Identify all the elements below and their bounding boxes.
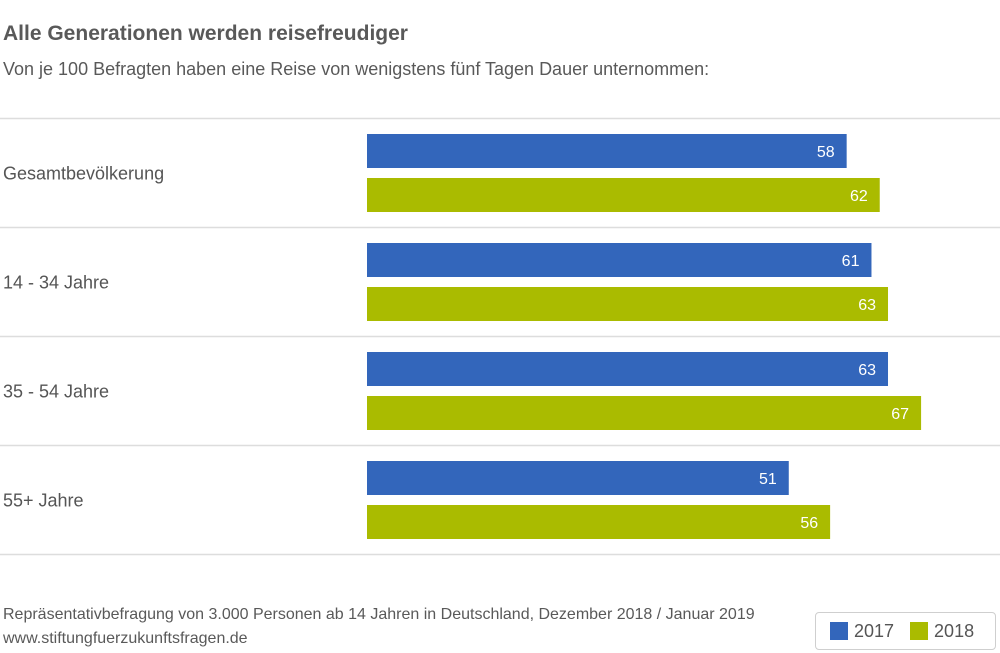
- bar-2018: [367, 396, 922, 430]
- category-label: 35 - 54 Jahre: [3, 382, 109, 402]
- bar-2018: [367, 178, 880, 212]
- legend: 2017 2018: [815, 612, 996, 650]
- bar-2017: [367, 461, 789, 495]
- data-label-2017: 63: [858, 362, 876, 379]
- chart-title: Alle Generationen werden reisefreudiger: [3, 22, 408, 45]
- data-label-2018: 62: [850, 188, 868, 205]
- legend-item-2018: 2018: [910, 621, 974, 642]
- bar-2018: [367, 505, 831, 539]
- data-label-2017: 58: [817, 144, 835, 161]
- legend-label-2017: 2017: [854, 620, 895, 641]
- category-label: Gesamtbevölkerung: [3, 164, 164, 184]
- source-note: Repräsentativbefragung von 3.000 Persone…: [3, 606, 755, 623]
- legend-swatch-2018: [910, 622, 929, 640]
- bar-chart: Gesamtbevölkerung 58 62 14 - 34 Jahre 61 63 35…: [0, 117, 1000, 556]
- legend-item-2017: 2017: [830, 621, 894, 642]
- category-label: 14 - 34 Jahre: [3, 273, 109, 293]
- legend-swatch-2017: [830, 622, 848, 640]
- source-url: www.stiftungfuerzukunftsfragen.de: [3, 630, 248, 647]
- bar-2017: [367, 134, 847, 168]
- legend-label-2018: 2018: [934, 620, 975, 641]
- bar-2017: [367, 243, 872, 277]
- data-label-2018: 63: [858, 297, 876, 314]
- category-label: 55+ Jahre: [3, 491, 84, 511]
- bar-2018: [367, 287, 889, 321]
- bar-2017: [367, 352, 889, 386]
- data-label-2017: 51: [759, 471, 777, 488]
- data-label-2018: 67: [891, 406, 909, 423]
- data-label-2017: 61: [842, 253, 860, 270]
- data-label-2018: 56: [800, 515, 818, 532]
- chart-subtitle: Von je 100 Befragten haben eine Reise vo…: [3, 59, 710, 79]
